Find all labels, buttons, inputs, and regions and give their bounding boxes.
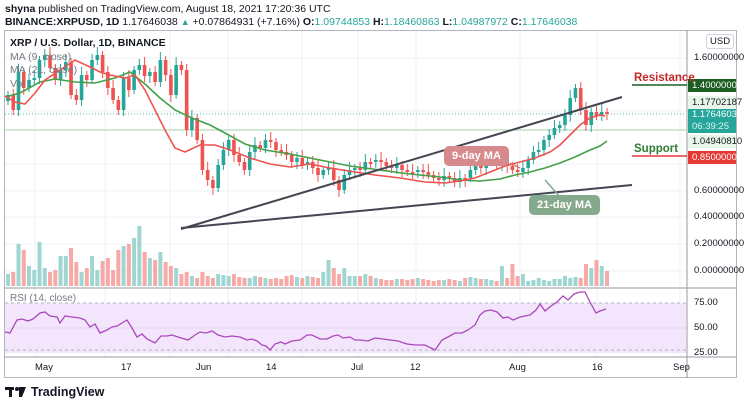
rsi-tick: 75.00: [694, 297, 718, 308]
time-tick: Jun: [196, 362, 212, 373]
legend-title: XRP / U.S. Dollar, 1D, BINANCE: [10, 37, 166, 49]
time-tick: 14: [266, 362, 277, 373]
price-tick: 0.00000000: [694, 265, 745, 276]
ma9-connector: [509, 162, 521, 169]
upper-channel-line: [180, 96, 623, 230]
low-marker-tag: 1.04940810: [688, 135, 742, 148]
legend-vol[interactable]: Vol: [10, 77, 25, 90]
time-tick: Sep: [673, 362, 690, 373]
tradingview-logo-icon: [5, 387, 26, 397]
ma21-line: [4, 71, 608, 182]
symbol: BINANCE:XRPUSD, 1D: [5, 16, 120, 28]
volume-bars: [6, 226, 609, 286]
ma9-callout: 9-day MA: [444, 146, 509, 166]
last-price-value: 1.17646038: [692, 109, 743, 120]
bar-countdown: 06:39:25: [692, 120, 729, 132]
high-marker-tag: 1.17702187: [688, 96, 742, 109]
symbol-info-bar: BINANCE:XRPUSD, 1D 1.17646038 ▲ +0.07864…: [5, 16, 577, 28]
close-value: 1.17646038: [521, 16, 578, 28]
time-tick: 12: [410, 362, 421, 373]
high-value: 1.18460863: [384, 16, 440, 28]
price-tick: 0.60000000: [694, 185, 745, 196]
published-text: published on TradingView.com, August 18,…: [35, 3, 331, 15]
low-label: L:: [442, 16, 453, 28]
tradingview-logo[interactable]: TradingView: [5, 385, 104, 399]
legend-ma21[interactable]: MA (21, close): [10, 64, 78, 76]
chart-legend: XRP / U.S. Dollar, 1D, BINANCE MA (9, cl…: [10, 37, 166, 91]
resistance-price-tag: 1.40000000: [688, 79, 742, 92]
support-price-tag: 0.85000000: [688, 151, 742, 164]
support-label: Support: [634, 143, 679, 155]
time-tick: 16: [592, 362, 603, 373]
low-value: 1.04987972: [452, 16, 508, 28]
resistance-label: Resistance: [634, 72, 695, 84]
price-tick: 1.60000000: [694, 52, 745, 63]
open-value: 1.09744853: [314, 16, 371, 28]
legend-ma9[interactable]: MA (9, close): [10, 50, 72, 63]
rsi-tick: 25.00: [694, 347, 718, 358]
time-tick: Aug: [509, 362, 526, 373]
publisher-name: shyna: [5, 3, 36, 15]
publish-info: shyna published on TradingView.com, Augu…: [5, 3, 331, 15]
open-label: O:: [302, 16, 315, 28]
price-tick: 0.20000000: [694, 238, 745, 249]
close-label: C:: [510, 16, 522, 28]
ma9-line: [4, 59, 606, 184]
change-value: +0.07864931 (+7.16%): [192, 16, 300, 28]
last-price: 1.17646038: [122, 16, 178, 28]
ma21-connector: [544, 179, 561, 198]
chart-frame[interactable]: [4, 30, 737, 378]
price-tick: 0.40000000: [694, 211, 745, 222]
up-arrow-icon: ▲: [180, 17, 190, 27]
time-tick: May: [35, 362, 53, 373]
time-tick: Jul: [351, 362, 364, 373]
brand-name: TradingView: [31, 385, 105, 399]
lower-channel-line: [180, 184, 633, 229]
rsi-line: [4, 291, 607, 351]
high-label: H:: [372, 16, 385, 28]
currency-badge[interactable]: USD: [706, 34, 735, 49]
rsi-legend[interactable]: RSI (14, close): [10, 293, 77, 304]
last-price-tag: 1.17646038 06:39:25: [688, 109, 742, 133]
ma21-callout: 21-day MA: [529, 195, 601, 215]
time-tick: 17: [121, 362, 132, 373]
rsi-tick: 50.00: [694, 322, 718, 333]
